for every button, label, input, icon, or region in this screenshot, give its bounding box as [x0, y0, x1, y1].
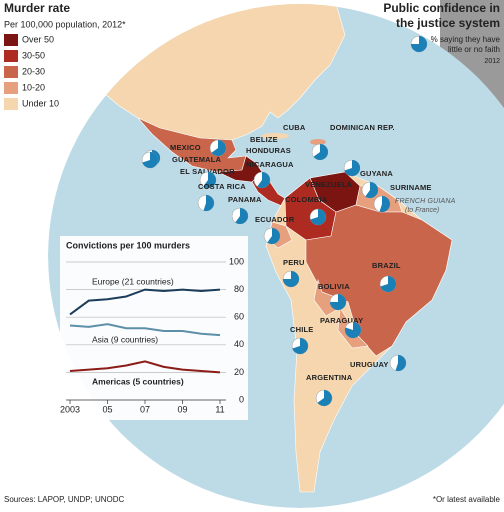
legend-swatch	[4, 98, 18, 110]
country-label: NICARAGUA	[246, 160, 294, 169]
country-label: MEXICO	[170, 143, 201, 152]
country-label: COSTA RICA	[198, 182, 246, 191]
pie-slice	[292, 338, 308, 354]
pie-legend-slice	[411, 36, 427, 52]
pie-note: little or no faith	[448, 45, 500, 54]
country-label: BELIZE	[250, 135, 278, 144]
series-line	[69, 288, 221, 316]
legend-label: 10-20	[22, 82, 45, 92]
country-label: CHILE	[290, 325, 314, 334]
pie-slice	[365, 182, 378, 198]
country-label: BRAZIL	[372, 261, 401, 270]
y-tick-label: 80	[234, 284, 244, 294]
legend-swatch	[4, 50, 18, 62]
country-label: EL SALVADOR	[180, 167, 235, 176]
pie-slice	[395, 355, 406, 371]
inset-chart: 0 20 40 60 80 100 2003 05 07 09 11 Europe (21 count…	[60, 256, 244, 414]
country-label: ARGENTINA	[306, 373, 353, 382]
pie-slice	[142, 152, 158, 169]
legend-label: Under 10	[22, 98, 59, 108]
pie-slice	[267, 228, 280, 245]
series-label: Americas (5 countries)	[92, 376, 184, 386]
y-tick-label: 100	[229, 256, 244, 266]
pie-slice	[330, 294, 346, 310]
x-tick-label: 2003	[60, 404, 80, 414]
inset-title: Convictions per 100 murders	[66, 240, 190, 250]
sources: Sources: LAPOP, UNDP; UNODC	[4, 495, 125, 504]
country-label: HONDURAS	[246, 146, 291, 155]
pie-slice	[344, 160, 360, 176]
country-label: PERU	[283, 258, 305, 267]
country-note: (to France)	[405, 207, 439, 214]
pie-slice	[257, 172, 270, 188]
legend-label: Over 50	[22, 34, 54, 44]
series-label: Asia (9 countries)	[92, 334, 158, 344]
y-tick-label: 20	[234, 367, 244, 377]
country-label: PANAMA	[228, 195, 262, 204]
hispaniola-shape	[310, 139, 326, 145]
x-tick-label: 07	[140, 404, 150, 414]
country-label: URUGUAY	[350, 360, 389, 369]
legend-label: 20-30	[22, 66, 45, 76]
country-label: GUYANA	[360, 169, 393, 178]
country-label: CUBA	[283, 123, 306, 132]
legend-swatch	[4, 66, 18, 78]
x-tick-label: 09	[177, 404, 187, 414]
pie-year: 2012	[484, 58, 500, 65]
subtitle: Per 100,000 population, 2012*	[4, 19, 126, 29]
country-label: COLOMBIA	[285, 195, 328, 204]
pie-slice	[235, 208, 248, 224]
pie-slice	[310, 209, 326, 225]
pie-slice	[283, 271, 299, 287]
countries: MEXICO CUBA BELIZE GUATEMALA HONDURAS EL SALV…	[141, 123, 456, 407]
country-label: BOLIVIA	[318, 282, 350, 291]
x-tick-label: 11	[215, 404, 224, 414]
x-tick-label: 05	[102, 404, 112, 414]
confidence-title: the justice system	[396, 16, 500, 30]
legend-swatch	[4, 34, 18, 46]
country-label: PARAGUAY	[320, 316, 363, 325]
inset-panel	[60, 236, 248, 420]
y-tick-label: 0	[239, 394, 244, 404]
pie-slice	[211, 140, 226, 156]
central-america	[216, 155, 263, 183]
country-label: FRENCH GUIANA	[395, 198, 456, 205]
series-line	[69, 360, 221, 374]
country-label: ECUADOR	[255, 215, 295, 224]
legend-swatch	[4, 82, 18, 94]
pie-slice	[317, 390, 333, 406]
pie-slice	[379, 196, 390, 212]
cuba-shape	[261, 133, 289, 139]
country-label: GUATEMALA	[172, 155, 222, 164]
title: Murder rate	[4, 1, 70, 15]
legend: Over 50 30-50 20-30 10-20 Under 10	[4, 34, 59, 110]
pie-note: % saying they have	[431, 35, 501, 44]
pie-slice	[313, 144, 328, 160]
pie-slice	[345, 322, 361, 339]
country-label: VENEZUELA	[305, 180, 353, 189]
y-tick-label: 60	[234, 312, 244, 322]
series-label: Europe (21 countries)	[92, 276, 174, 286]
legend-label: 30-50	[22, 50, 45, 60]
country-label: SURINAME	[390, 183, 432, 192]
series-line	[69, 323, 221, 337]
pie-slice	[380, 276, 396, 292]
pie-slice	[203, 195, 214, 211]
footnote: *Or latest available	[433, 495, 501, 504]
brazil-shape	[305, 204, 453, 357]
confidence-title: Public confidence in	[383, 1, 500, 15]
country-label: DOMINICAN REP.	[330, 123, 395, 132]
pie-slice	[203, 172, 216, 188]
y-tick-label: 40	[234, 339, 244, 349]
